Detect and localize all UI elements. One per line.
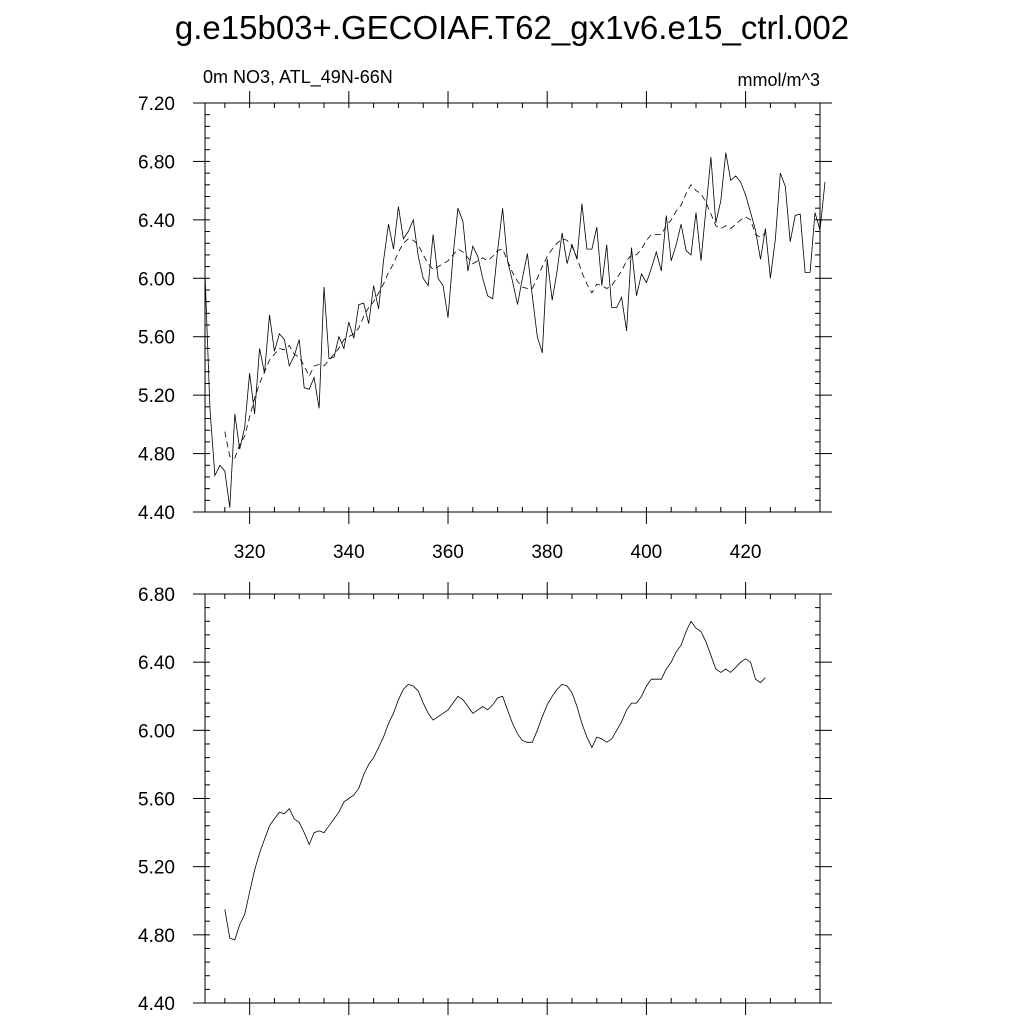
bottom-panel: 4.40 4.80 5.20 5.60 6.00 6.40 6.80 xyxy=(138,582,832,1015)
bottom-y-tick-label: 6.80 xyxy=(138,585,175,606)
bottom-y-tick-label: 6.40 xyxy=(138,653,175,674)
top-series-solid-line xyxy=(204,152,826,508)
top-y-tick-label: 6.40 xyxy=(138,211,175,232)
top-y-tick-label: 4.40 xyxy=(138,503,175,524)
bottom-y-tick-label: 4.80 xyxy=(138,926,175,947)
top-x-tick-label: 420 xyxy=(730,542,762,563)
top-x-tick-label: 360 xyxy=(432,542,464,563)
top-y-tick-label: 6.00 xyxy=(138,269,175,290)
top-x-tick-label: 400 xyxy=(631,542,663,563)
bottom-y-tick-label: 6.00 xyxy=(138,721,175,742)
top-panel: 0m NO3, ATL_49N-66N mmol/m^3 320 340 360 38… xyxy=(138,67,832,563)
bottom-series-solid-line xyxy=(224,620,766,941)
top-y-tick-label: 6.80 xyxy=(138,152,175,173)
top-x-tick-label: 320 xyxy=(234,542,266,563)
top-left-label: 0m NO3, ATL_49N-66N xyxy=(203,67,393,88)
top-right-label: mmol/m^3 xyxy=(738,70,820,90)
top-y-tick-label: 7.20 xyxy=(138,94,175,115)
top-series-dashed-line xyxy=(224,184,766,459)
bottom-plot-frame xyxy=(204,593,821,1004)
top-x-tick-label: 340 xyxy=(333,542,365,563)
bottom-y-tick-label: 4.40 xyxy=(138,994,175,1015)
figure-title: g.e15b03+.GECOIAF.T62_gx1v6.e15_ctrl.002 xyxy=(175,9,849,46)
top-plot-frame xyxy=(204,102,821,513)
bottom-y-tick-label: 5.20 xyxy=(138,858,175,879)
top-x-tick-label: 380 xyxy=(531,542,563,563)
top-y-tick-label: 5.20 xyxy=(138,386,175,407)
top-y-tick-label: 4.80 xyxy=(138,445,175,466)
bottom-y-tick-label: 5.60 xyxy=(138,790,175,811)
top-y-tick-label: 5.60 xyxy=(138,328,175,349)
